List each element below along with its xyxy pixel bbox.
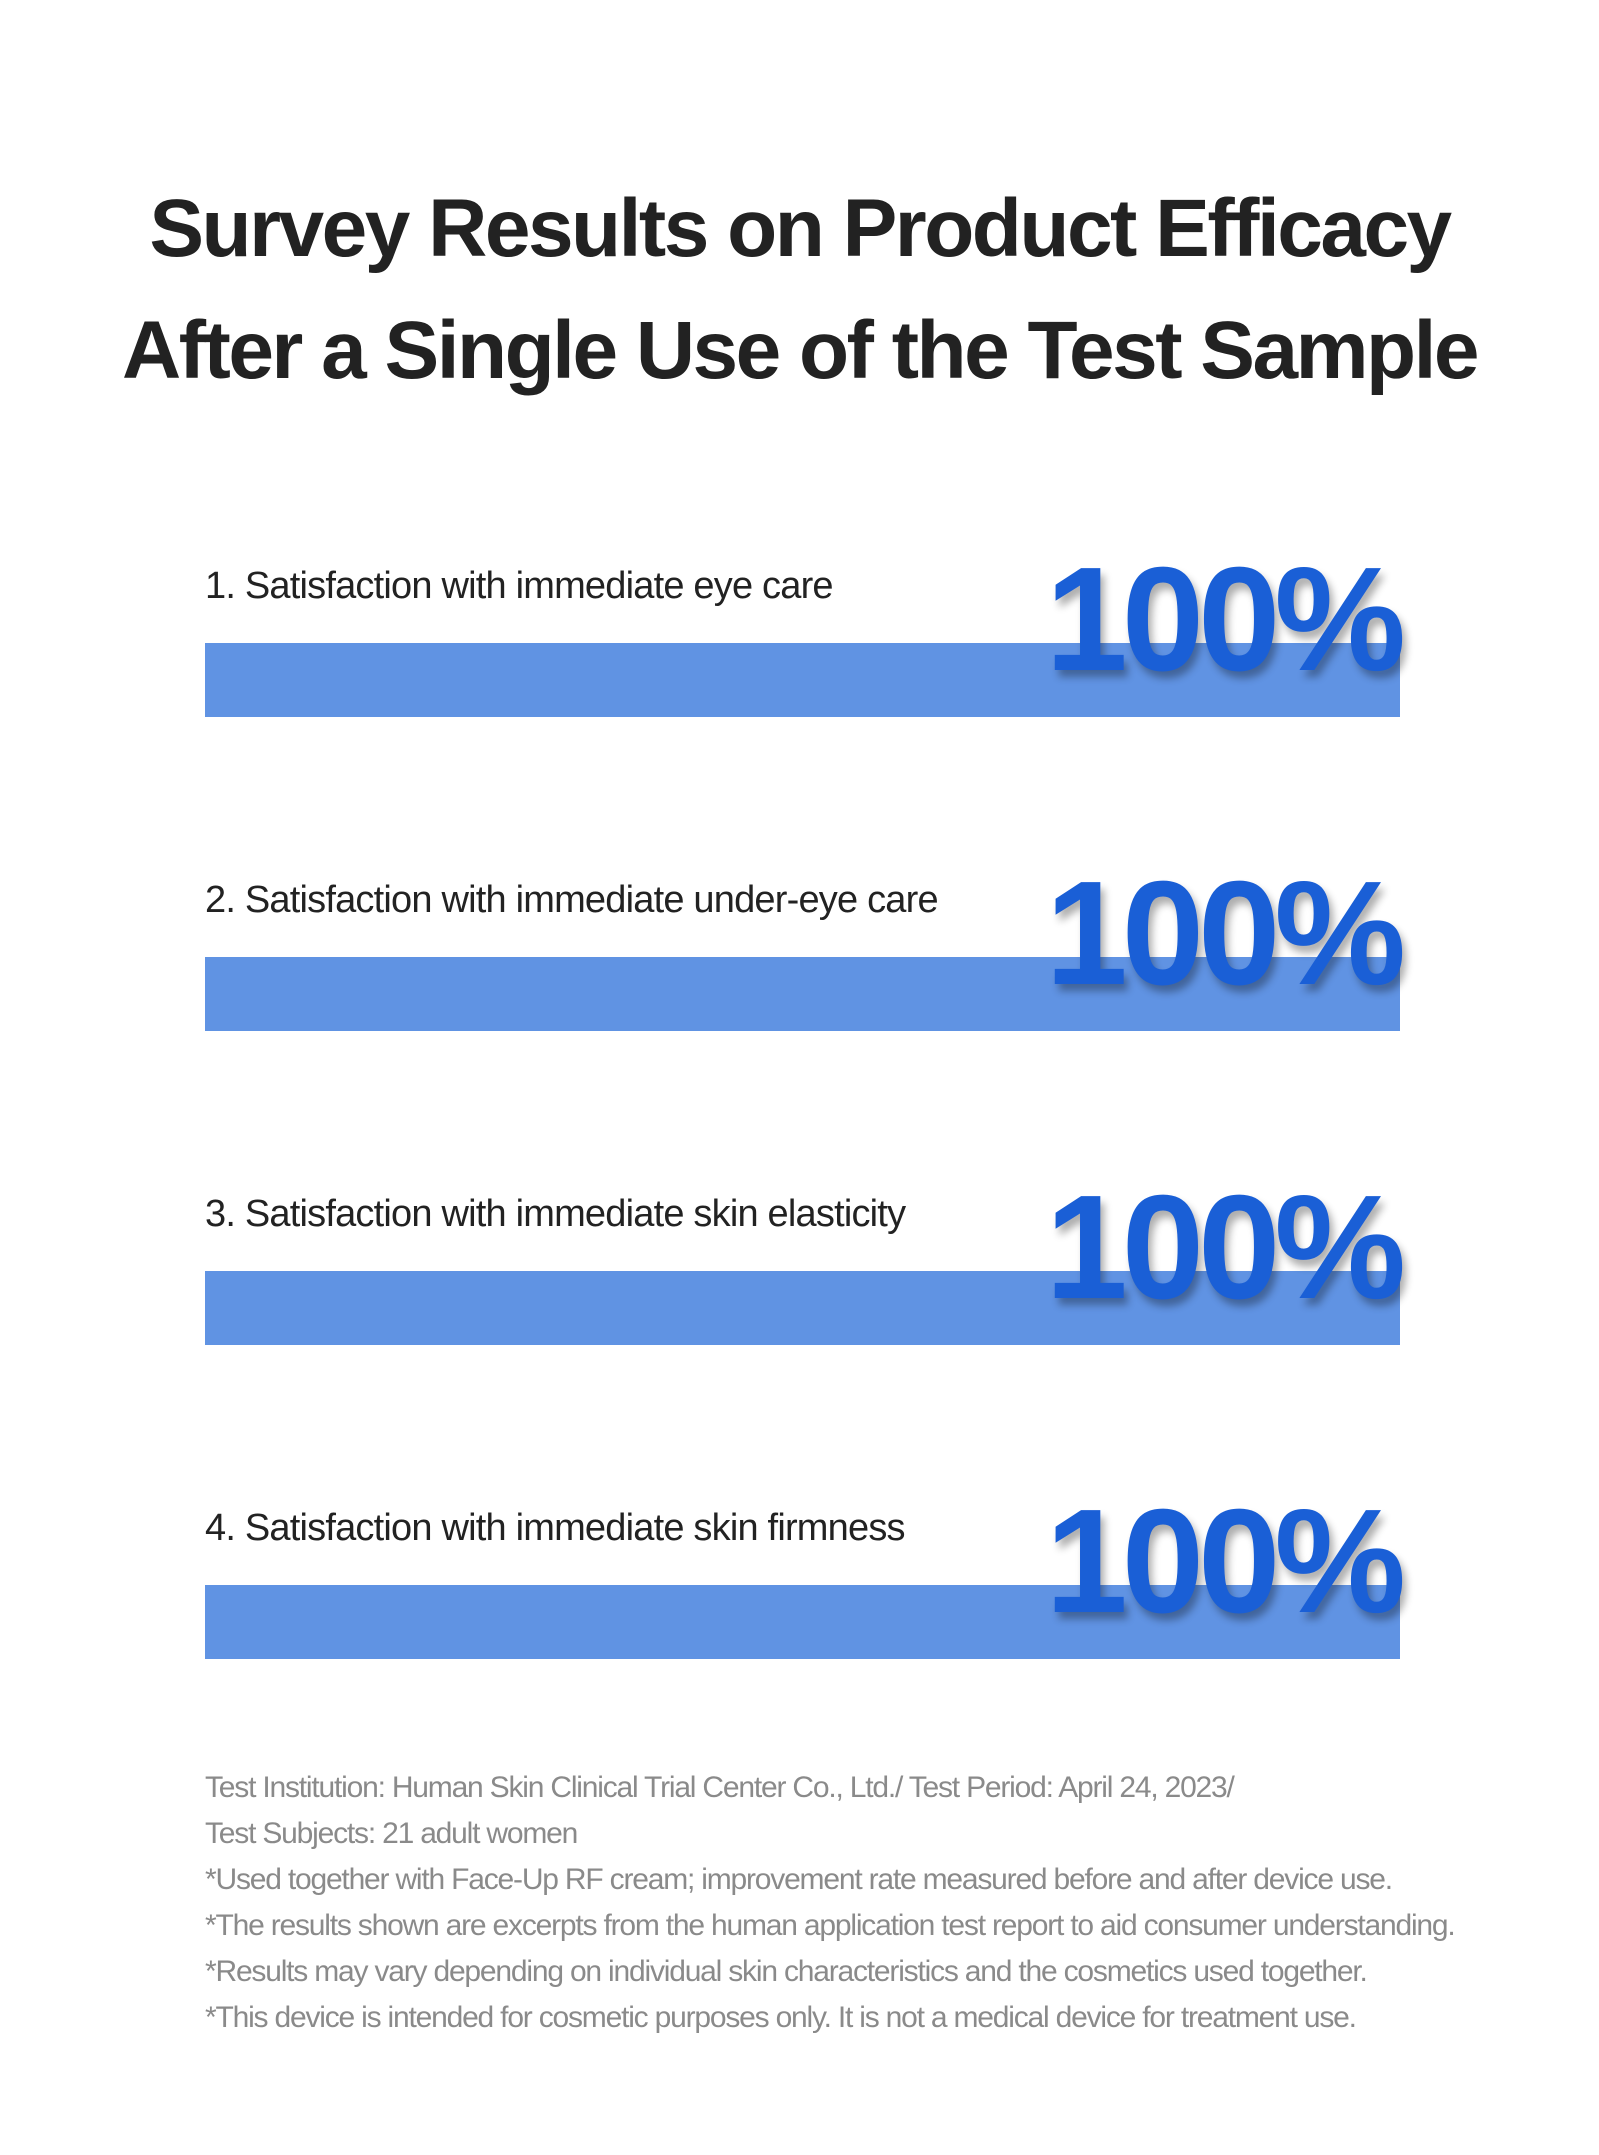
page-title: Survey Results on Product Efficacy After… — [0, 168, 1599, 412]
bar-label: 4. Satisfaction with immediate skin firm… — [205, 1507, 906, 1549]
bar-item: 1. Satisfaction with immediate eye care 1… — [205, 500, 1406, 717]
footnote-usage-note: *Used together with Face-Up RF cream; im… — [205, 1863, 1393, 1896]
bar-value-label: 100% — [1045, 1479, 1406, 1644]
bar — [205, 957, 1400, 1031]
footnote-test-subjects: Test Subjects: 21 adult women — [205, 1817, 578, 1850]
bar-label: 2. Satisfaction with immediate under-eye… — [205, 879, 939, 921]
bar-label: 3. Satisfaction with immediate skin elas… — [205, 1193, 906, 1235]
bar-item: 4. Satisfaction with immediate skin firm… — [205, 1442, 1406, 1659]
footnote-variation-note: *Results may vary depending on individua… — [205, 1955, 1368, 1988]
footnote-test-institution: Test Institution: Human Skin Clinical Tr… — [205, 1771, 1235, 1804]
bar — [205, 1271, 1400, 1345]
bar-value-label: 100% — [1045, 537, 1406, 702]
bar-track — [205, 1585, 1400, 1659]
bar-track — [205, 957, 1400, 1031]
bar-track — [205, 643, 1400, 717]
bar-item: 2. Satisfaction with immediate under-eye… — [205, 814, 1406, 1031]
bar-chart: 1. Satisfaction with immediate eye care 1… — [205, 500, 1406, 1700]
footnote-cosmetic-use-note: *This device is intended for cosmetic pu… — [205, 2001, 1357, 2034]
footnotes: Test Institution: Human Skin Clinical Tr… — [205, 1765, 1585, 2041]
bar — [205, 643, 1400, 717]
bar-value-label: 100% — [1045, 851, 1406, 1016]
bar-label: 1. Satisfaction with immediate eye care — [205, 565, 834, 607]
page-title-line-1: Survey Results on Product Efficacy — [149, 183, 1452, 274]
bar — [205, 1585, 1400, 1659]
page-title-line-2: After a Single Use of the Test Sample — [122, 305, 1480, 396]
bar-track — [205, 1271, 1400, 1345]
footnote-excerpt-note: *The results shown are excerpts from the… — [205, 1909, 1456, 1942]
bar-item: 3. Satisfaction with immediate skin elas… — [205, 1128, 1406, 1345]
bar-value-label: 100% — [1045, 1165, 1406, 1330]
